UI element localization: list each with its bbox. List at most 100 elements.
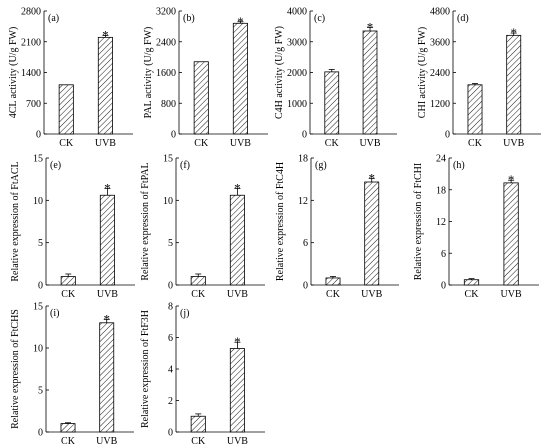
- bar-ck: [193, 61, 209, 135]
- x-tick-label: CK: [59, 138, 74, 149]
- y-tick-label: 5: [38, 386, 43, 397]
- y-axis-label: 4CL activity (U/g FW): [8, 27, 19, 119]
- x-tick-label: CK: [191, 289, 206, 300]
- panel-letter: (f): [180, 160, 190, 171]
- y-tick-label: 6: [441, 249, 446, 260]
- y-tick-label: 0: [441, 281, 446, 292]
- y-tick-label: 0: [303, 281, 308, 292]
- significance-mark: *: [234, 334, 241, 349]
- x-tick-label: CK: [465, 289, 480, 300]
- y-tick-label: 2100: [21, 37, 41, 48]
- chart-panel: 0 6 12 18 24 (h) Relative expression of FtCHI C…: [413, 154, 539, 300]
- y-axis-label: Relative expression of FtACL: [10, 161, 21, 281]
- y-tick-label: 10: [33, 196, 43, 207]
- x-tick-label: UVB: [503, 138, 524, 149]
- x-tick-label: CK: [61, 436, 76, 446]
- y-axis-label: PAL activity (U/g FW): [143, 27, 154, 119]
- panel-letter: (j): [180, 308, 189, 319]
- y-tick-label: 12: [436, 217, 446, 228]
- bar-ck: [467, 84, 483, 135]
- y-tick-label: 15: [33, 302, 43, 313]
- y-tick-label: 800: [161, 99, 176, 110]
- y-tick-label: 700: [26, 99, 41, 110]
- x-tick-label: CK: [325, 138, 340, 149]
- y-tick-label: 5: [38, 238, 43, 249]
- y-axis-label: CHI activity (U/g FW): [417, 27, 428, 118]
- y-tick-label: 0: [38, 281, 43, 292]
- x-tick-label: CK: [191, 436, 206, 446]
- y-tick-label: 0: [38, 428, 43, 439]
- bar-uvb: [97, 36, 113, 135]
- bar-ck: [324, 71, 340, 135]
- panel-letter: (a): [48, 13, 59, 24]
- y-tick-label: 2: [168, 396, 173, 407]
- x-tick-label: UVB: [501, 289, 522, 300]
- significance-mark: *: [508, 172, 515, 187]
- y-axis-label: Relative expression of FtCHS: [10, 309, 21, 429]
- y-axis-label: C4H activity (U/g FW): [274, 26, 285, 119]
- y-tick-label: 2400: [156, 37, 176, 48]
- y-tick-label: 10: [163, 196, 173, 207]
- y-axis-label: Relative expression of FtPAL: [140, 162, 151, 280]
- chart-panel: 0 1000 2000 3000 4000 (c) C4H activity (U/g FW…: [274, 7, 397, 149]
- y-axis-label: Relative expression of FtF3H: [140, 310, 151, 428]
- x-tick-label: UVB: [95, 138, 116, 149]
- panel-letter: (g): [315, 160, 327, 171]
- bar-ck: [325, 277, 341, 286]
- y-tick-label: 4800: [430, 7, 450, 18]
- y-tick-label: 0: [168, 428, 173, 439]
- y-tick-label: 4: [168, 365, 173, 376]
- y-tick-label: 0: [36, 130, 41, 141]
- chart-panel: 0 2 4 6 8 (j) Relative expression of FtF3H CK * U…: [140, 302, 265, 446]
- bar-ck: [463, 279, 480, 286]
- y-tick-label: 1400: [21, 68, 41, 79]
- significance-mark: *: [234, 180, 241, 195]
- bar-ck: [190, 276, 206, 286]
- y-tick-label: 24: [436, 154, 446, 165]
- y-tick-label: 5: [168, 238, 173, 249]
- panel-letter: (b): [183, 13, 195, 24]
- y-tick-label: 6: [303, 238, 308, 249]
- x-tick-label: UVB: [97, 289, 118, 300]
- y-tick-label: 2400: [430, 68, 450, 79]
- y-tick-label: 1600: [156, 68, 176, 79]
- y-tick-label: 12: [298, 196, 308, 207]
- bar-uvb: [506, 34, 522, 135]
- panel-letter: (h): [453, 160, 465, 171]
- y-tick-label: 2000: [287, 68, 307, 79]
- bar-uvb: [503, 182, 519, 286]
- x-tick-label: CK: [194, 138, 209, 149]
- y-tick-label: 15: [163, 154, 173, 165]
- bar-uvb: [232, 22, 248, 135]
- x-tick-label: UVB: [230, 138, 251, 149]
- significance-mark: *: [103, 311, 110, 326]
- chart-panel: 0 5 10 15 (f) Relative expression of FtPAL CK *…: [140, 154, 265, 300]
- x-tick-label: CK: [326, 289, 341, 300]
- y-tick-label: 8: [168, 302, 173, 313]
- panel-letter: (e): [50, 160, 61, 171]
- x-tick-label: UVB: [96, 436, 117, 446]
- bar-ck: [190, 415, 206, 433]
- y-tick-label: 15: [33, 154, 43, 165]
- bar-uvb: [99, 322, 115, 433]
- y-tick-label: 3600: [430, 37, 450, 48]
- y-tick-label: 18: [298, 154, 308, 165]
- x-tick-label: UVB: [361, 289, 382, 300]
- chart-panel: 0 800 1600 2400 3200 (b) PAL activity (U/g FW)…: [143, 7, 268, 149]
- x-tick-label: UVB: [359, 138, 380, 149]
- bar-uvb: [229, 348, 245, 433]
- bar-uvb: [99, 194, 115, 286]
- panel-letter: (d): [457, 13, 469, 24]
- panel-letter: (i): [50, 308, 59, 319]
- y-tick-label: 0: [168, 281, 173, 292]
- x-tick-label: UVB: [227, 436, 248, 446]
- significance-mark: *: [368, 170, 375, 185]
- x-tick-label: CK: [61, 289, 76, 300]
- y-axis-label: Relative expression of FtCHI: [413, 163, 424, 280]
- chart-panel: 0 1200 2400 3600 4800 (d) CHI activity (U/g FW…: [417, 7, 541, 149]
- y-tick-label: 0: [171, 130, 176, 141]
- y-tick-label: 18: [436, 185, 446, 196]
- chart-panel: 0 700 1400 2100 2800 (a) 4CL activity (U/g FW)…: [8, 7, 133, 149]
